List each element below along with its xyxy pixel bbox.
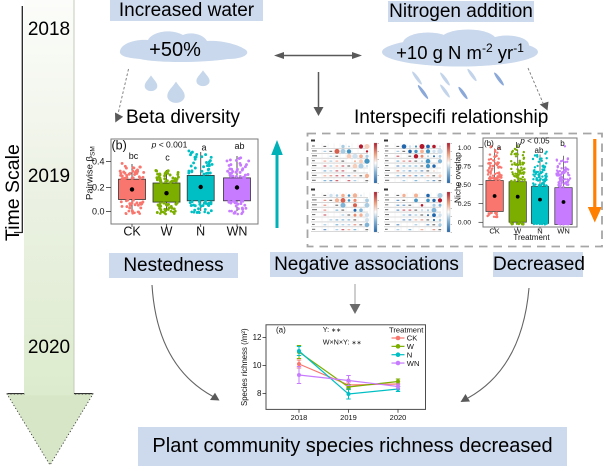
svg-text:a: a — [201, 143, 206, 153]
svg-text:0.4: 0.4 — [92, 157, 105, 167]
svg-text:p < 0.001: p < 0.001 — [151, 140, 188, 150]
svg-text:N: N — [537, 227, 542, 236]
svg-text:Treatment: Treatment — [513, 233, 550, 242]
svg-text:(a): (a) — [276, 326, 286, 335]
svg-text:W: W — [514, 227, 522, 236]
svg-text:p < 0.05: p < 0.05 — [519, 137, 550, 146]
svg-text:(b): (b) — [112, 139, 127, 153]
svg-text:2018: 2018 — [291, 413, 308, 422]
svg-text:ab: ab — [535, 146, 544, 155]
svg-text:Treatment: Treatment — [389, 326, 424, 335]
svg-text:2020: 2020 — [390, 413, 407, 422]
svg-text:(b): (b) — [484, 139, 494, 148]
svg-text:CK: CK — [489, 227, 499, 236]
svg-text:N: N — [196, 225, 205, 239]
svg-text:1.00: 1.00 — [458, 145, 471, 152]
svg-text:0.75: 0.75 — [458, 163, 471, 170]
svg-text:N: N — [407, 350, 412, 359]
svg-text:CK: CK — [407, 334, 418, 343]
svg-text:W: W — [407, 342, 415, 351]
svg-text:WN: WN — [407, 359, 420, 368]
svg-text:0.50: 0.50 — [458, 182, 471, 189]
svg-text:12: 12 — [253, 333, 262, 342]
svg-text:0.25: 0.25 — [458, 201, 471, 208]
svg-text:Species richness (/m²): Species richness (/m²) — [240, 328, 249, 406]
svg-text:Niche overlap: Niche overlap — [453, 152, 463, 203]
svg-text:2019: 2019 — [340, 413, 357, 422]
svg-text:0.0: 0.0 — [92, 207, 105, 217]
svg-text:ab: ab — [234, 141, 244, 151]
svg-text:b: b — [516, 141, 521, 150]
svg-text:b: b — [560, 139, 565, 148]
svg-text:c: c — [165, 153, 170, 163]
svg-text:8: 8 — [257, 389, 262, 398]
svg-text:0.00: 0.00 — [458, 220, 471, 227]
svg-text:10: 10 — [253, 361, 262, 370]
svg-text:a: a — [497, 143, 502, 152]
svg-text:Pairwise βSM: Pairwise βSM — [85, 146, 97, 200]
svg-text:WN: WN — [227, 225, 248, 239]
svg-text:bc: bc — [129, 151, 139, 161]
svg-text:W: W — [161, 225, 173, 239]
svg-text:Y: ∗∗: Y: ∗∗ — [323, 325, 341, 334]
svg-text:WN: WN — [557, 227, 570, 236]
svg-text:0.2: 0.2 — [92, 183, 105, 193]
svg-text:W×N×Y: ∗∗: W×N×Y: ∗∗ — [323, 338, 362, 347]
svg-text:CK: CK — [123, 225, 141, 239]
